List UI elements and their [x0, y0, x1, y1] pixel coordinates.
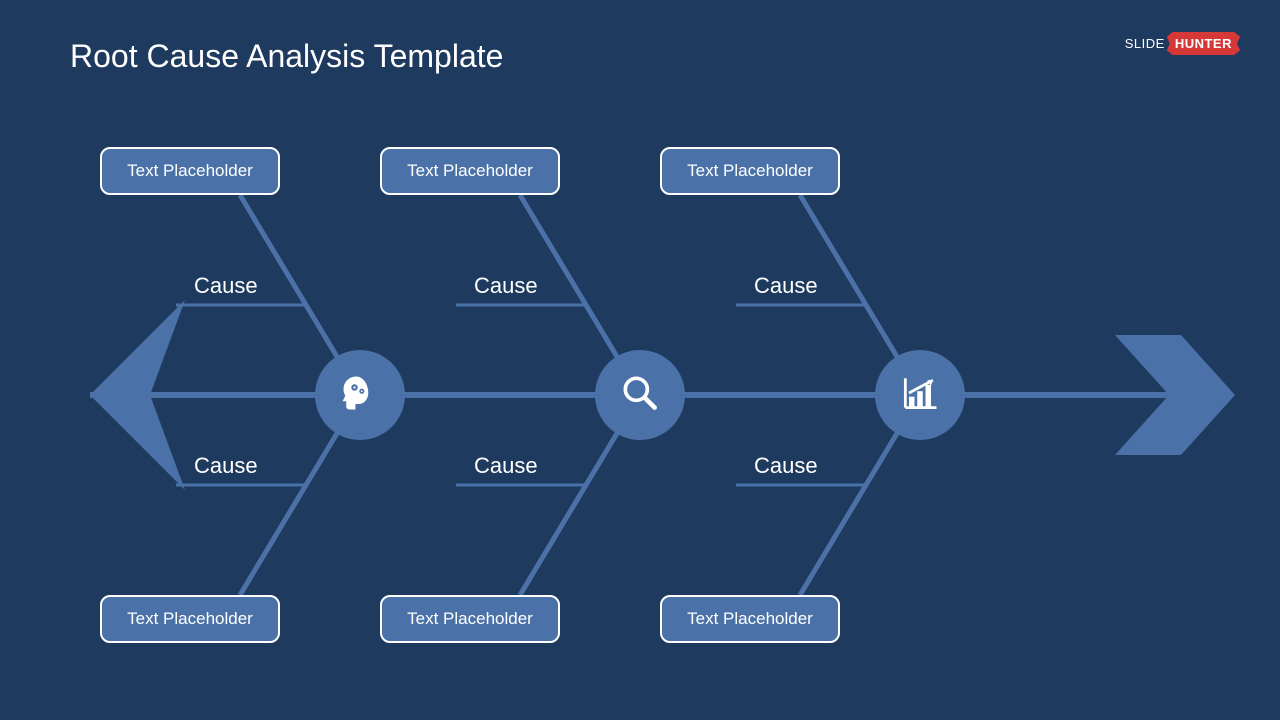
cause-label: Cause — [194, 453, 258, 479]
chart-growth-icon — [898, 371, 942, 420]
cause-label: Cause — [474, 273, 538, 299]
fishbone-node — [315, 350, 405, 440]
fishbone-node — [875, 350, 965, 440]
placeholder-box[interactable]: Text Placeholder — [660, 147, 840, 195]
fishbone-node — [595, 350, 685, 440]
cause-label: Cause — [754, 273, 818, 299]
placeholder-box[interactable]: Text Placeholder — [100, 147, 280, 195]
placeholder-box[interactable]: Text Placeholder — [100, 595, 280, 643]
cause-label: Cause — [754, 453, 818, 479]
magnifier-icon — [618, 371, 662, 420]
placeholder-box[interactable]: Text Placeholder — [380, 595, 560, 643]
head-gears-icon — [338, 371, 382, 420]
placeholder-box[interactable]: Text Placeholder — [380, 147, 560, 195]
cause-label: Cause — [194, 273, 258, 299]
placeholder-box[interactable]: Text Placeholder — [660, 595, 840, 643]
cause-label: Cause — [474, 453, 538, 479]
